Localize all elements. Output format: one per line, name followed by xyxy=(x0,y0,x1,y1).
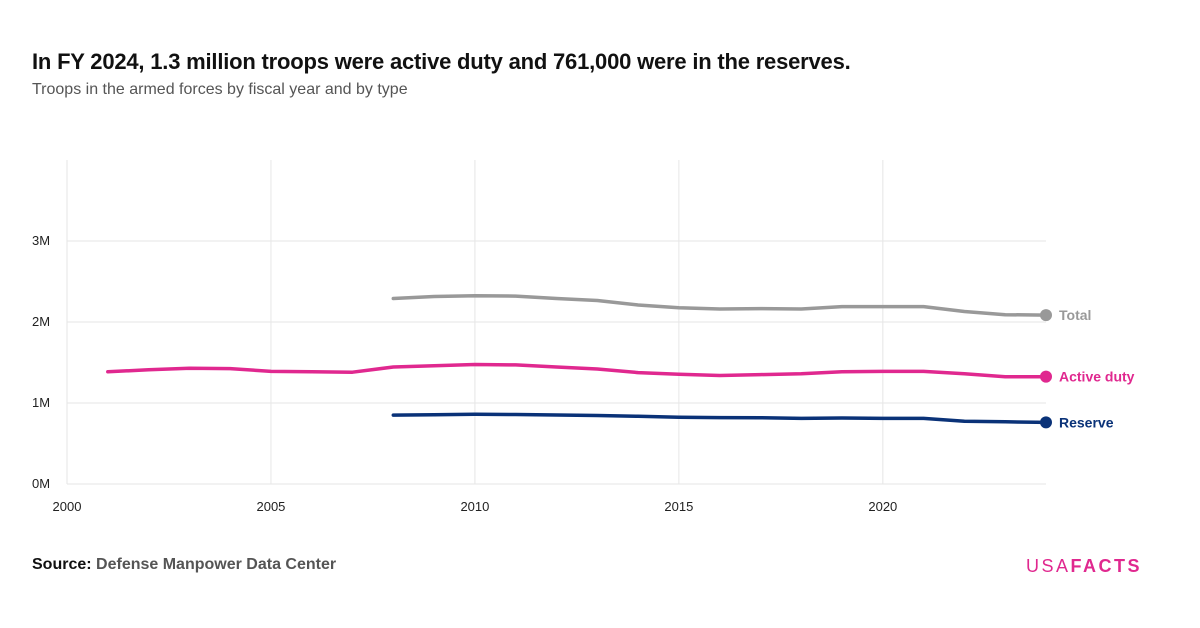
chart-title: In FY 2024, 1.3 million troops were acti… xyxy=(32,49,851,74)
chart-lines xyxy=(106,293,1052,429)
series-label-reserve: Reserve xyxy=(1059,414,1114,430)
x-tick-label: 2000 xyxy=(53,499,82,514)
y-tick-label: 1M xyxy=(32,395,50,410)
series-label-active-duty: Active duty xyxy=(1059,369,1135,385)
logo-regular-text: USA xyxy=(1026,556,1071,576)
y-tick-label: 0M xyxy=(32,476,50,491)
series-end-marker-active-duty xyxy=(1040,370,1052,383)
logo-bold-text: FACTS xyxy=(1070,556,1143,576)
series-line-total xyxy=(391,293,1048,317)
y-tick-label: 2M xyxy=(32,314,50,329)
usafacts-logo[interactable]: USAFACTS xyxy=(1026,556,1142,577)
chart-grid xyxy=(66,160,1046,485)
source-label: Source: xyxy=(32,556,92,573)
chart-end-labels: Total Active duty Reserve xyxy=(1059,307,1135,430)
series-label-total: Total xyxy=(1059,307,1091,323)
source-value: Defense Manpower Data Center xyxy=(96,556,337,573)
series-end-marker-total xyxy=(1040,309,1052,322)
chart-subtitle: Troops in the armed forces by fiscal yea… xyxy=(32,81,408,98)
series-line-active-duty xyxy=(106,362,1048,379)
y-tick-label: 3M xyxy=(32,233,50,248)
x-tick-label: 2010 xyxy=(460,499,489,514)
series-end-marker-reserve xyxy=(1040,416,1052,429)
x-tick-label: 2020 xyxy=(868,499,897,514)
chart-axes: 2000 2005 2010 2015 2020 0M 1M 2M 3M xyxy=(32,233,897,514)
x-tick-label: 2015 xyxy=(664,499,693,514)
x-tick-label: 2005 xyxy=(256,499,285,514)
series-line-reserve xyxy=(391,412,1048,425)
source-note: Source: Defense Manpower Data Center xyxy=(32,556,336,574)
